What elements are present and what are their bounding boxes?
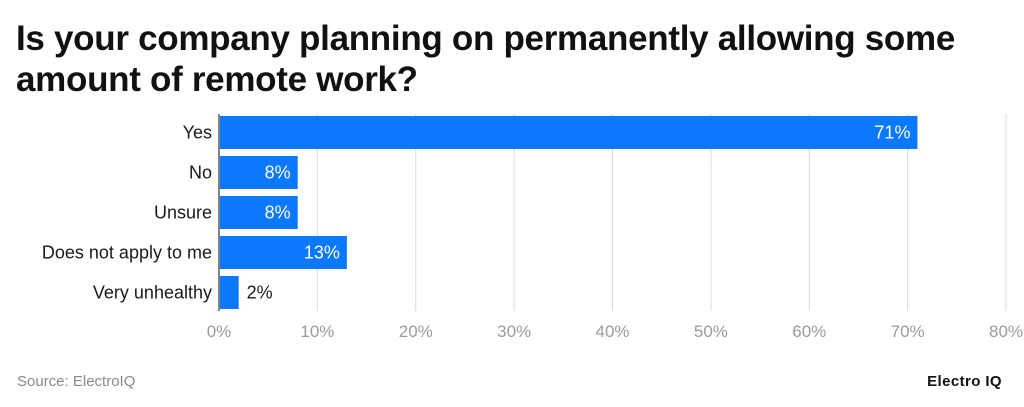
- category-label: No: [189, 163, 212, 183]
- chart-title: Is your company planning on permanently …: [16, 19, 955, 99]
- x-tick-label: 20%: [399, 322, 433, 341]
- source-note: Source: ElectroIQ: [17, 373, 136, 390]
- data-label: 8%: [265, 203, 291, 223]
- x-tick-label: 70%: [891, 322, 925, 341]
- bar: [220, 196, 298, 229]
- category-label: Yes: [183, 123, 212, 143]
- bar: [220, 116, 918, 149]
- bars: [220, 116, 918, 309]
- x-tick-label: 80%: [989, 322, 1023, 341]
- data-label: 2%: [247, 283, 273, 303]
- x-tick-label: 0%: [207, 322, 232, 341]
- x-tick-label: 60%: [792, 322, 826, 341]
- x-tick-label: 50%: [694, 322, 728, 341]
- x-tick-label: 10%: [300, 322, 334, 341]
- bar: [220, 156, 298, 189]
- x-axis-tick-labels: 0% 10% 20% 30% 40% 50% 60% 70% 80%: [207, 322, 1023, 341]
- category-label: Unsure: [154, 203, 212, 223]
- category-labels: Yes No Unsure Does not apply to me Very unhe…: [42, 123, 212, 303]
- data-label: 13%: [304, 243, 340, 263]
- bar: [220, 236, 347, 269]
- x-tick-label: 40%: [595, 322, 629, 341]
- category-label: Very unhealthy: [93, 283, 212, 303]
- data-labels: 71% 8% 8% 13% 2%: [247, 123, 911, 303]
- category-label: Does not apply to me: [42, 243, 212, 263]
- x-tick-label: 30%: [497, 322, 531, 341]
- data-label: 8%: [265, 163, 291, 183]
- brand-logo: Electro IQ: [927, 373, 1002, 390]
- data-label: 71%: [874, 123, 910, 143]
- bar: [220, 276, 239, 309]
